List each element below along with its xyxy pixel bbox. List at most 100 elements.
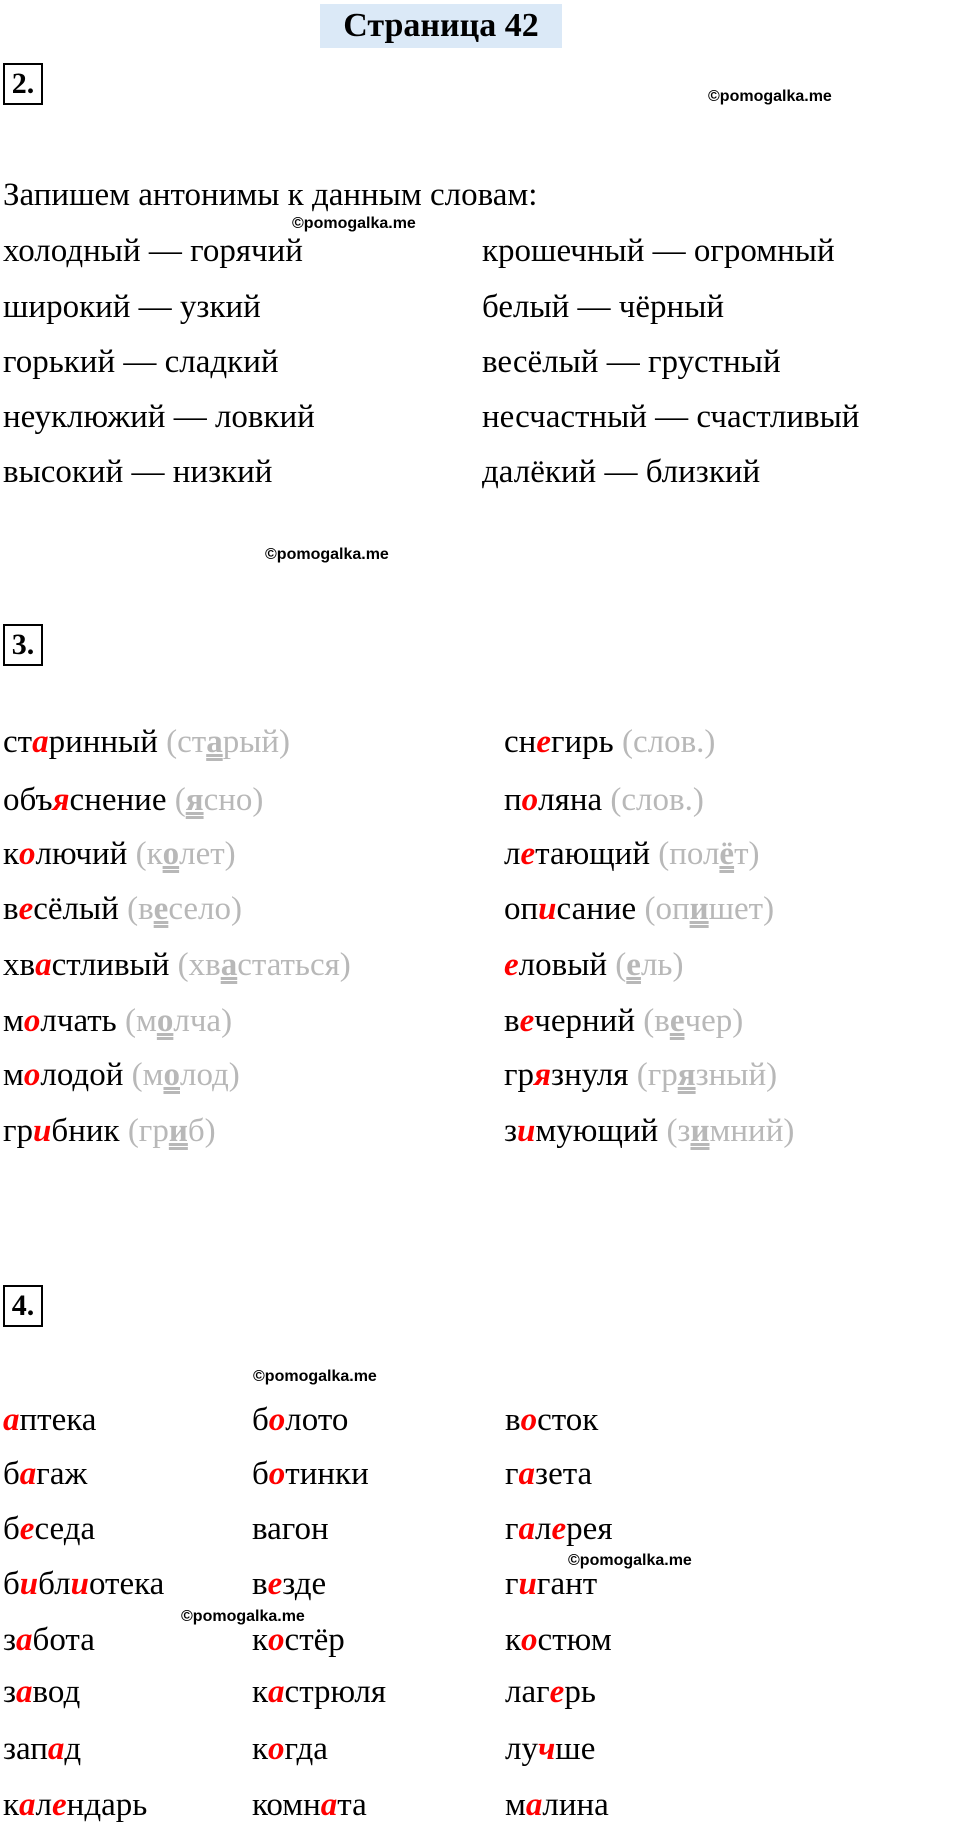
- highlighted-letter: а: [16, 1674, 33, 1710]
- highlighted-letter: е: [549, 1674, 565, 1710]
- text-segment: зный): [695, 1057, 778, 1093]
- text-segment: л: [535, 1511, 552, 1547]
- word: багаж: [3, 1456, 87, 1492]
- text-segment: лаг: [505, 1674, 550, 1710]
- hint-word: (гриб): [128, 1113, 216, 1149]
- highlighted-letter: е: [52, 1787, 67, 1823]
- highlighted-letter: и: [689, 891, 709, 927]
- text-segment: (хв: [177, 947, 221, 983]
- word-entry: описание (опишет): [504, 882, 774, 937]
- text-segment: к: [252, 1674, 269, 1710]
- text-segment: з: [3, 1674, 17, 1710]
- word: поляна: [504, 782, 602, 818]
- text-segment: село): [168, 891, 242, 927]
- word: ботинки: [252, 1456, 369, 1492]
- text-segment: г: [505, 1456, 519, 1492]
- text-segment: лча): [173, 1003, 233, 1039]
- dictionary-word: газета: [505, 1447, 592, 1502]
- highlighted-letter: а: [47, 1731, 65, 1767]
- hint-word: (молча): [125, 1003, 232, 1039]
- watermark: ©pomogalka.me: [181, 1608, 305, 1625]
- highlighted-letter: е: [153, 891, 169, 927]
- word: болото: [252, 1402, 348, 1438]
- text-segment: б: [3, 1511, 20, 1547]
- text-segment: сно): [203, 782, 264, 818]
- highlighted-letter: я: [677, 1057, 696, 1093]
- text-segment: к: [505, 1622, 522, 1658]
- text-segment: л: [35, 1787, 53, 1823]
- word: еловый: [504, 947, 607, 983]
- antonym-pair: широкий — узкий: [3, 289, 261, 325]
- text-segment: ль): [640, 947, 684, 983]
- word: грибник: [3, 1113, 120, 1149]
- dictionary-word: комната: [252, 1778, 367, 1830]
- watermark: ©pomogalka.me: [265, 546, 389, 563]
- text-segment: шет): [708, 891, 775, 927]
- exercise-2-intro: Запишем антонимы к данным словам:: [3, 177, 538, 213]
- word-entry: вечерний (вечер): [504, 994, 743, 1049]
- highlighted-letter: е: [19, 1511, 35, 1547]
- word: везде: [252, 1566, 326, 1602]
- text-segment: б: [252, 1402, 269, 1438]
- text-segment: (пол: [658, 836, 720, 872]
- antonym-pair: весёлый — грустный: [482, 344, 781, 380]
- hint-word: (полёт): [658, 836, 759, 872]
- word: колючий: [3, 836, 127, 872]
- word: старинный: [3, 724, 158, 760]
- word: библиотека: [3, 1566, 164, 1602]
- text-segment: комн: [252, 1787, 321, 1823]
- text-segment: ндарь: [66, 1787, 148, 1823]
- dictionary-word: кастрюля: [252, 1665, 386, 1720]
- antonym-pair: неуклюжий — ловкий: [3, 399, 315, 435]
- antonym-pair: далёкий — близкий: [482, 454, 761, 490]
- text-segment: т): [734, 836, 760, 872]
- word: газета: [505, 1456, 592, 1492]
- highlighted-letter: я: [52, 782, 70, 818]
- hint-word: (зимний): [666, 1113, 794, 1149]
- text-segment: зде: [282, 1566, 327, 1602]
- text-segment: седа: [34, 1511, 96, 1547]
- text-segment: снение: [69, 782, 167, 818]
- text-segment: бник: [51, 1113, 120, 1149]
- hint-word: (слов.): [610, 782, 703, 818]
- text-segment: в: [504, 1003, 520, 1039]
- highlighted-letter: и: [168, 1113, 188, 1149]
- text-segment: объ: [3, 782, 53, 818]
- watermark: ©pomogalka.me: [568, 1552, 692, 1569]
- text-segment: оп: [504, 891, 539, 927]
- text-segment: (ст: [166, 724, 207, 760]
- highlighted-letter: и: [517, 1113, 536, 1149]
- word-entry: молчать (молча): [3, 994, 232, 1049]
- text-segment: (слов.): [610, 782, 704, 818]
- text-segment: г: [505, 1566, 519, 1602]
- text-segment: (: [615, 947, 627, 983]
- dictionary-word: ботинки: [252, 1447, 369, 1502]
- text-segment: мний): [709, 1113, 795, 1149]
- word: галерея: [505, 1511, 613, 1547]
- text-segment: знуля: [551, 1057, 629, 1093]
- text-segment: к: [3, 1787, 20, 1823]
- text-segment: рый): [222, 724, 291, 760]
- watermark: ©pomogalka.me: [253, 1368, 377, 1385]
- dictionary-word: беседа: [3, 1502, 95, 1557]
- word: гигант: [505, 1566, 597, 1602]
- word: описание: [504, 891, 636, 927]
- highlighted-letter: а: [16, 1622, 33, 1658]
- highlighted-letter: а: [320, 1787, 338, 1823]
- word: беседа: [3, 1511, 95, 1547]
- word: запад: [3, 1731, 81, 1767]
- text-segment: рея: [566, 1511, 613, 1547]
- highlighted-letter: о: [23, 1003, 41, 1039]
- highlighted-letter: а: [525, 1787, 543, 1823]
- text-segment: лото: [285, 1402, 349, 1438]
- dictionary-word: малина: [505, 1778, 609, 1830]
- antonym-pair: несчастный — счастливый: [482, 399, 860, 435]
- highlighted-letter: а: [32, 724, 49, 760]
- hint-word: (ель): [615, 947, 683, 983]
- highlighted-letter: о: [23, 1057, 41, 1093]
- highlighted-letter: е: [669, 1003, 685, 1039]
- text-segment: стливый: [51, 947, 170, 983]
- highlighted-letter: е: [626, 947, 641, 983]
- text-segment: тинки: [285, 1456, 369, 1492]
- hint-word: (колет): [136, 836, 236, 872]
